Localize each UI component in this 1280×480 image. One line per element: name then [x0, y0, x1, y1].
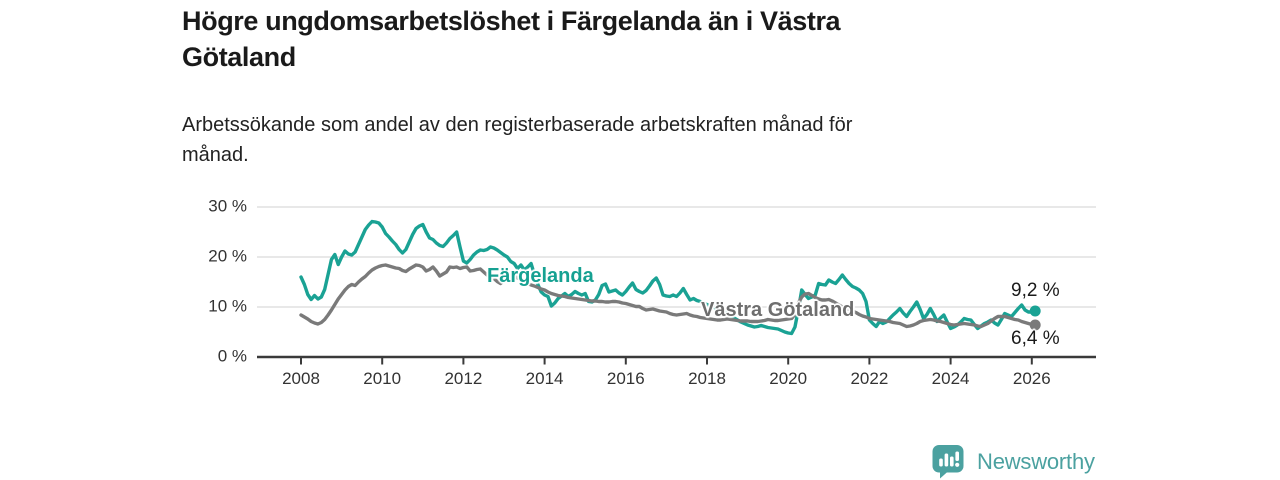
series-end-dot-fargelanda: [1029, 305, 1041, 317]
x-tick-label-2018: 2018: [688, 369, 726, 388]
series-label-vastra-gotaland: Västra Götaland: [701, 299, 855, 321]
page-title-line-2: Götaland: [182, 41, 296, 72]
end-value-label-fargelanda: 9,2 %: [1011, 280, 1060, 301]
newsworthy-logo-text: Newsworthy: [977, 448, 1095, 474]
page-title-line-1: Högre ungdomsarbetslöshet i Färgelanda ä…: [182, 6, 841, 36]
chart-subtitle-line-2: månad.: [182, 144, 249, 166]
series-line-vastra-gotaland: [299, 263, 1037, 329]
x-tick-label-2022: 2022: [850, 369, 889, 388]
x-tick-label-2008: 2008: [282, 369, 320, 388]
y-tick-label-0: 0 %: [217, 346, 247, 366]
series-line-fargelanda: [299, 219, 1037, 336]
x-tick-label-2020: 2020: [769, 369, 808, 388]
x-tick-label-2012: 2012: [444, 369, 483, 388]
y-tick-label-10: 10 %: [208, 296, 247, 316]
x-tick-label-2024: 2024: [931, 369, 970, 388]
x-tick-label-2010: 2010: [363, 369, 402, 388]
newsworthy-logo-icon: [931, 444, 968, 479]
chart-subtitle: Arbetssökande som andel av den registerb…: [182, 110, 1062, 170]
y-tick-label-20: 20 %: [208, 246, 247, 266]
x-tick-label-2016: 2016: [606, 369, 645, 388]
page-title: Högre ungdomsarbetslöshet i Färgelanda ä…: [182, 4, 1042, 75]
chart-subtitle-line-1: Arbetssökande som andel av den registerb…: [182, 114, 853, 136]
end-value-label-vastra-gotaland: 6,4 %: [1011, 328, 1060, 349]
y-tick-label-30: 30 %: [208, 196, 247, 216]
newsworthy-logo: Newsworthy: [931, 444, 1095, 479]
series-label-fargelanda: Färgelanda: [487, 265, 594, 287]
x-tick-label-2026: 2026: [1012, 369, 1051, 388]
x-tick-label-2014: 2014: [525, 369, 564, 388]
